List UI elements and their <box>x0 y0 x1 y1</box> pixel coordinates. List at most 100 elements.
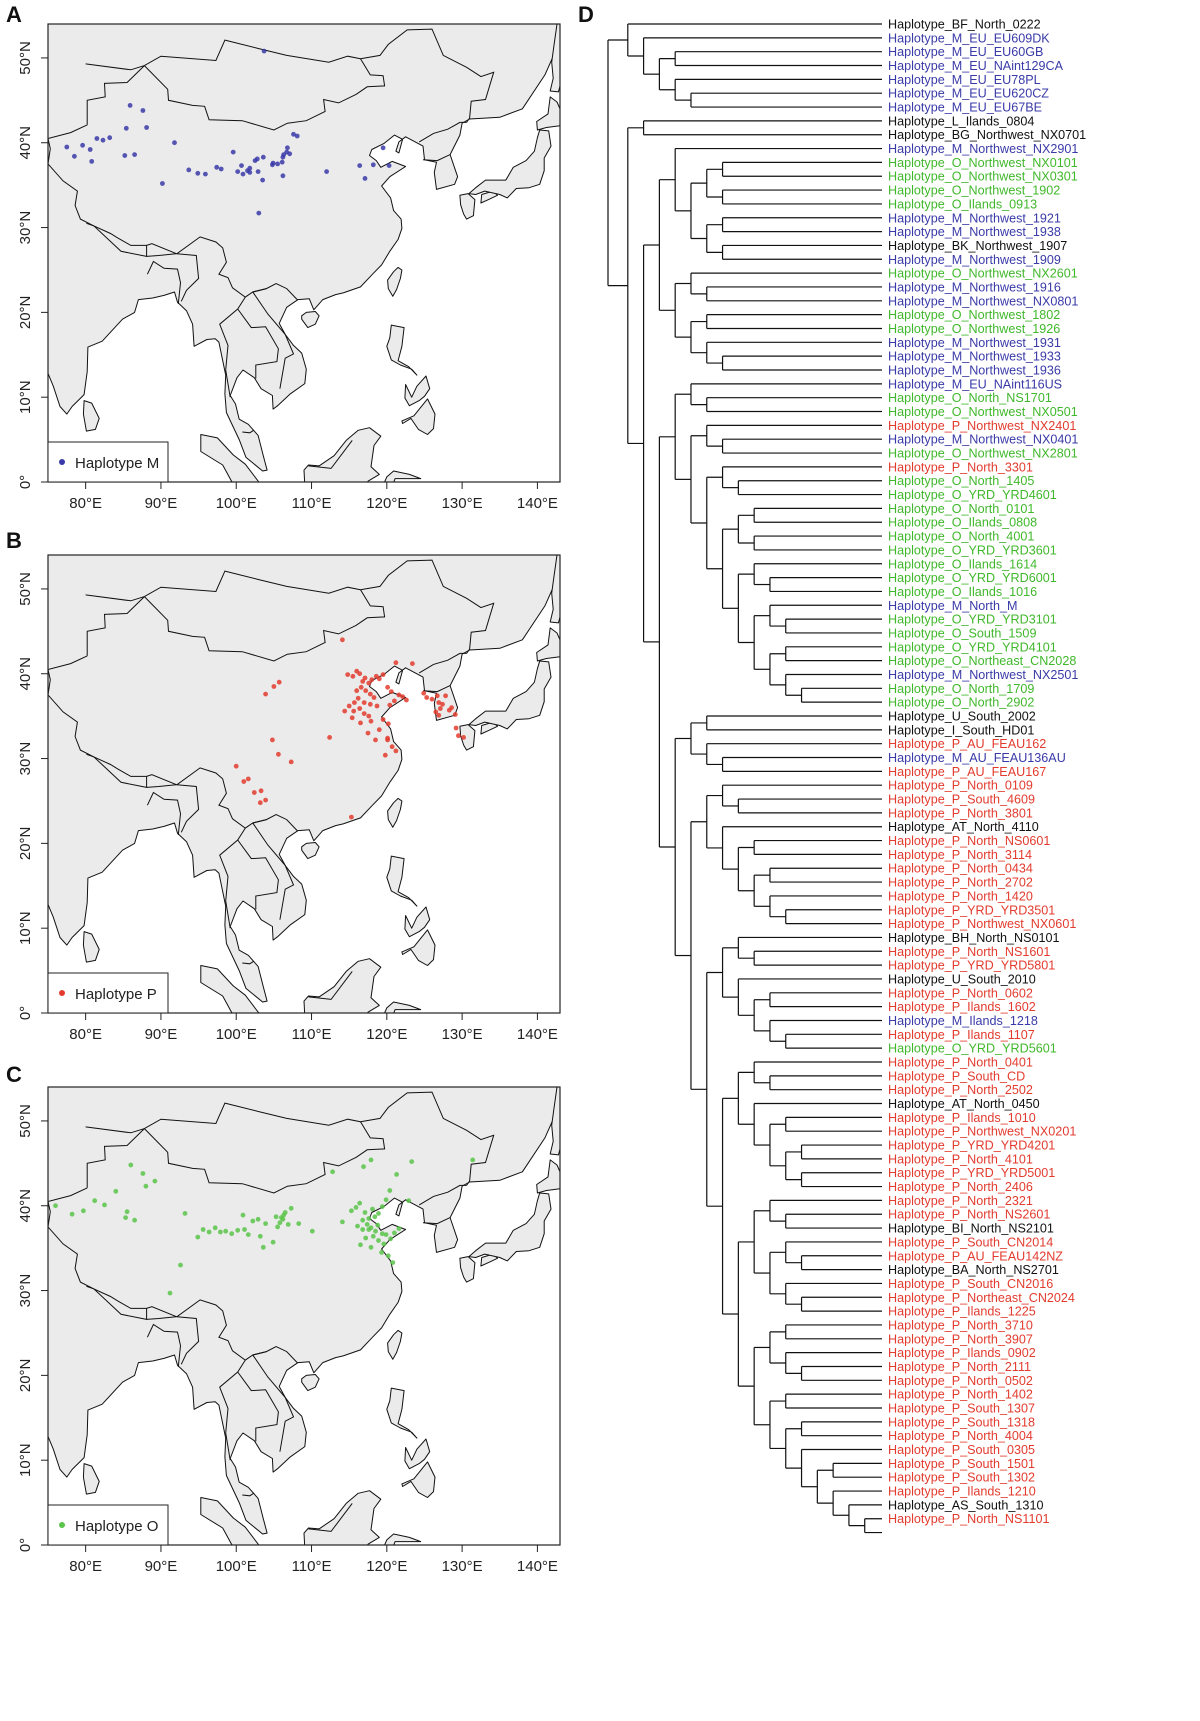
sample-point <box>366 1227 372 1232</box>
sample-point <box>424 695 430 700</box>
tree-leaf-label: Haplotype_P_North_NS1601 <box>888 945 1050 959</box>
sample-point <box>288 1205 294 1211</box>
hainan-island <box>301 311 320 329</box>
tree-leaf-label: Haplotype_O_Ilands_0808 <box>888 516 1037 530</box>
tree-leaf-label: Haplotype_AS_South_1310 <box>888 1498 1043 1512</box>
sample-point <box>247 170 253 175</box>
sample-point <box>360 679 366 684</box>
sample-point <box>367 691 373 697</box>
tree-leaf-label: Haplotype_P_YRD_YRD4201 <box>888 1139 1055 1153</box>
sample-point <box>241 779 247 784</box>
country-border <box>146 1316 177 1320</box>
tree-leaf-label: Haplotype_P_North_2111 <box>888 1360 1031 1374</box>
country-border <box>146 1323 182 1367</box>
sample-point <box>123 125 129 131</box>
sample-point <box>195 1234 201 1240</box>
sample-point <box>353 1205 359 1210</box>
sample-point <box>354 668 360 674</box>
tree-leaf-label: Haplotype_P_YRD_YRD5001 <box>888 1166 1055 1180</box>
sample-point <box>376 1211 381 1216</box>
country-border <box>422 154 451 162</box>
sri-lanka-island <box>82 400 100 432</box>
x-tick-label: 110°E <box>292 495 332 512</box>
tree-leaf-label: Haplotype_P_South_4609 <box>888 793 1035 807</box>
tree-leaf-label: Haplotype_P_South_CN2014 <box>888 1235 1053 1249</box>
sample-point <box>369 677 375 683</box>
panel-label-b: B <box>6 528 22 553</box>
sample-point <box>254 156 260 162</box>
y-tick-label: 50°N <box>17 572 34 606</box>
sample-point <box>379 1231 385 1237</box>
country-border <box>144 589 386 662</box>
sample-point <box>80 142 85 148</box>
country-border <box>86 753 148 789</box>
sample-point <box>387 1188 393 1193</box>
sample-point <box>396 1226 402 1231</box>
panel-label-a: A <box>6 2 22 27</box>
sample-point <box>92 1198 98 1204</box>
x-tick-label: 90°E <box>145 1026 178 1043</box>
sample-point <box>247 165 253 171</box>
country-border <box>176 784 200 833</box>
sample-point <box>364 1222 370 1227</box>
map-legend: Haplotype M <box>47 441 169 483</box>
country-border <box>144 1121 386 1194</box>
hainan-island <box>301 842 320 860</box>
sample-point <box>409 1159 415 1164</box>
country-border <box>219 1359 246 1461</box>
tree-leaf-label: Haplotype_O_Northwest_1802 <box>888 308 1060 322</box>
sample-point <box>357 163 363 169</box>
tree-leaf-label: Haplotype_L_Ilands_0804 <box>888 114 1034 128</box>
x-tick-label: 120°E <box>366 495 407 512</box>
tree-leaf-label: Haplotype_M_EU_EU620CZ <box>888 87 1049 101</box>
country-border <box>360 1091 495 1186</box>
sample-point <box>361 711 367 716</box>
sample-point <box>172 140 177 146</box>
tree-leaf-label: Haplotype_M_Ilands_1218 <box>888 1014 1038 1028</box>
x-tick-label: 80°E <box>69 495 102 512</box>
borneo-island <box>303 1490 382 1545</box>
sample-point <box>456 733 461 739</box>
country-border <box>422 685 451 693</box>
tree-leaf-label: Haplotype_M_EU_NAint129CA <box>888 59 1064 73</box>
sample-point <box>273 1214 279 1220</box>
tree-leaf-label: Haplotype_P_North_2702 <box>888 876 1033 890</box>
sample-point <box>355 1223 360 1229</box>
sample-point <box>87 147 93 152</box>
sample-point <box>261 48 267 54</box>
tree-leaf-label: Haplotype_P_North_0401 <box>888 1056 1033 1070</box>
hokkaido-island <box>536 627 560 662</box>
x-tick-label: 110°E <box>292 1026 332 1043</box>
y-tick-label: 10°N <box>17 380 34 414</box>
tree-leaf-label: Haplotype_O_Northwest_NX0301 <box>888 170 1078 184</box>
legend-box <box>47 972 169 1014</box>
panel-label-d: D <box>578 2 594 27</box>
sample-point <box>361 700 367 705</box>
hokkaido-island <box>536 96 560 131</box>
tree-leaf-label: Haplotype_O_YRD_YRD4101 <box>888 640 1057 654</box>
sample-point <box>263 797 268 803</box>
sample-point <box>263 1221 268 1226</box>
sample-point <box>433 709 439 715</box>
sample-point <box>251 790 257 795</box>
sample-point <box>461 735 466 740</box>
sample-point <box>330 1169 335 1175</box>
sample-point <box>358 1242 363 1248</box>
y-tick-label: 30°N <box>17 211 34 245</box>
sample-point <box>291 131 296 137</box>
x-tick-label: 90°E <box>145 495 178 512</box>
sample-point <box>388 689 394 694</box>
x-tick-label: 120°E <box>366 1558 407 1575</box>
sample-point <box>357 1200 363 1206</box>
country-border <box>86 65 145 125</box>
tree-leaf-label: Haplotype_P_South_0305 <box>888 1443 1035 1457</box>
map-frame <box>47 23 561 483</box>
sample-point <box>195 170 201 176</box>
sample-point <box>370 1233 376 1239</box>
legend-label: Haplotype P <box>75 986 157 1003</box>
tree-leaf-label: Haplotype_M_Northwest_1931 <box>888 336 1061 350</box>
tree-leaf-label: Haplotype_M_Northwest_1933 <box>888 350 1061 364</box>
tree-leaf-label: Haplotype_P_North_3801 <box>888 806 1033 820</box>
tree-leaf-label: Haplotype_P_Ilands_1602 <box>888 1000 1036 1014</box>
sample-point <box>218 166 224 172</box>
